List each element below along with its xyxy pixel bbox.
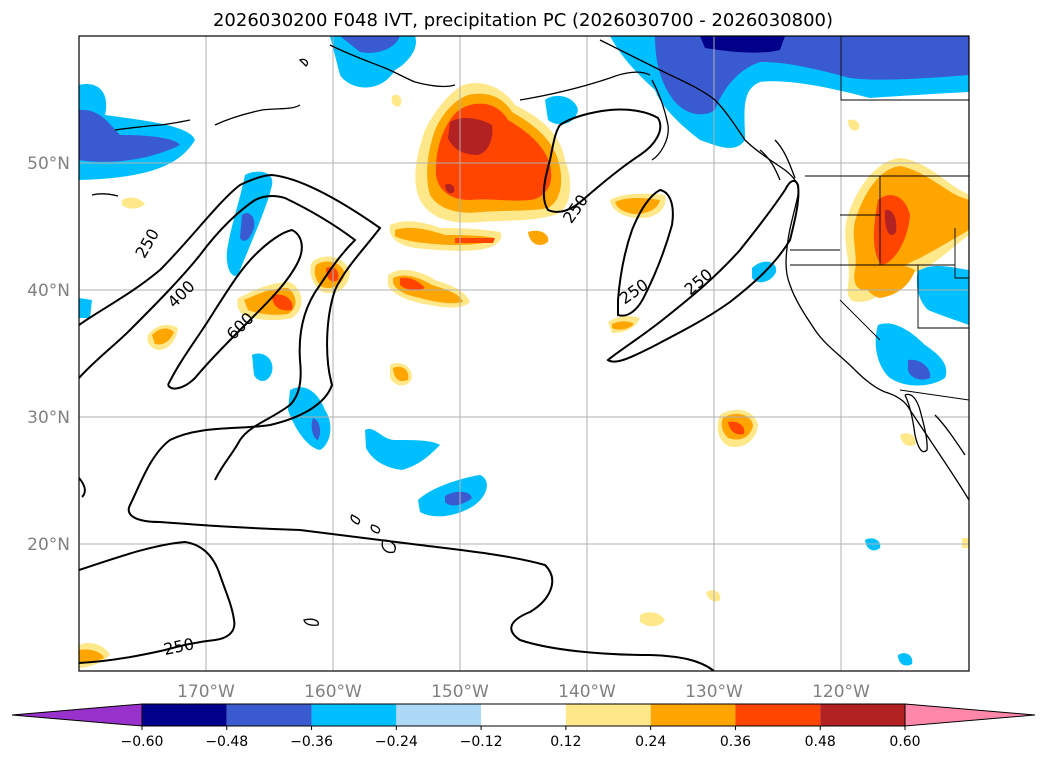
colorbar-tick-label: −0.24 — [375, 734, 418, 750]
colorbar-outline — [141, 703, 906, 727]
colorbar-bin — [650, 704, 736, 726]
colorbar-bin — [396, 704, 482, 726]
colorbar-bin — [481, 704, 566, 726]
colorbar-extend-low — [11, 703, 143, 727]
colorbar-bin — [226, 704, 312, 726]
colorbar-tick-label: −0.36 — [290, 734, 333, 750]
lat-label: 50°N — [27, 154, 70, 174]
lat-label: 20°N — [27, 535, 70, 555]
positive-anomaly-regions — [79, 82, 969, 668]
lon-label: 170°W — [177, 682, 235, 702]
colorbar-tick-label: 0.36 — [720, 734, 751, 750]
longitude-labels: 170°W 160°W 150°W 140°W 130°W 120°W — [177, 682, 870, 702]
ivt-contours — [79, 108, 800, 671]
colorbar-bin — [565, 704, 651, 726]
coastlines — [91, 39, 969, 626]
colorbar-bin — [820, 704, 905, 726]
map-content: 250 400 600 250 250 250 250 — [79, 36, 969, 671]
lon-label: 150°W — [431, 682, 489, 702]
colorbar-tick-label: −0.60 — [121, 734, 164, 750]
colorbar-tick-label: 0.48 — [805, 734, 836, 750]
colorbar-tick-label: 0.12 — [550, 734, 581, 750]
political-borders — [790, 36, 969, 401]
latitude-labels: 50°N 40°N 30°N 20°N — [27, 154, 70, 555]
figure-title: 2026030200 F048 IVT, precipitation PC (2… — [213, 10, 833, 31]
lat-label: 30°N — [27, 408, 70, 428]
colorbar: −0.60 −0.48 −0.36 −0.24 −0.12 0.12 0.24 0.36 0.4… — [11, 703, 1036, 750]
lon-label: 140°W — [558, 682, 616, 702]
lat-label: 40°N — [27, 281, 70, 301]
lon-label: 160°W — [304, 682, 362, 702]
colorbar-tick-label: −0.12 — [460, 734, 503, 750]
colorbar-bin — [311, 704, 397, 726]
colorbar-bin — [142, 704, 227, 726]
lon-label: 120°W — [812, 682, 870, 702]
map-frame — [78, 35, 970, 672]
colorbar-extend-high — [904, 703, 1036, 727]
colorbar-tick-label: 0.24 — [635, 734, 666, 750]
colorbar-bin — [735, 704, 821, 726]
colorbar-tick-label: −0.48 — [205, 734, 248, 750]
graticule — [79, 36, 969, 671]
lon-label: 130°W — [685, 682, 743, 702]
colorbar-tick-label: 0.60 — [889, 734, 920, 750]
